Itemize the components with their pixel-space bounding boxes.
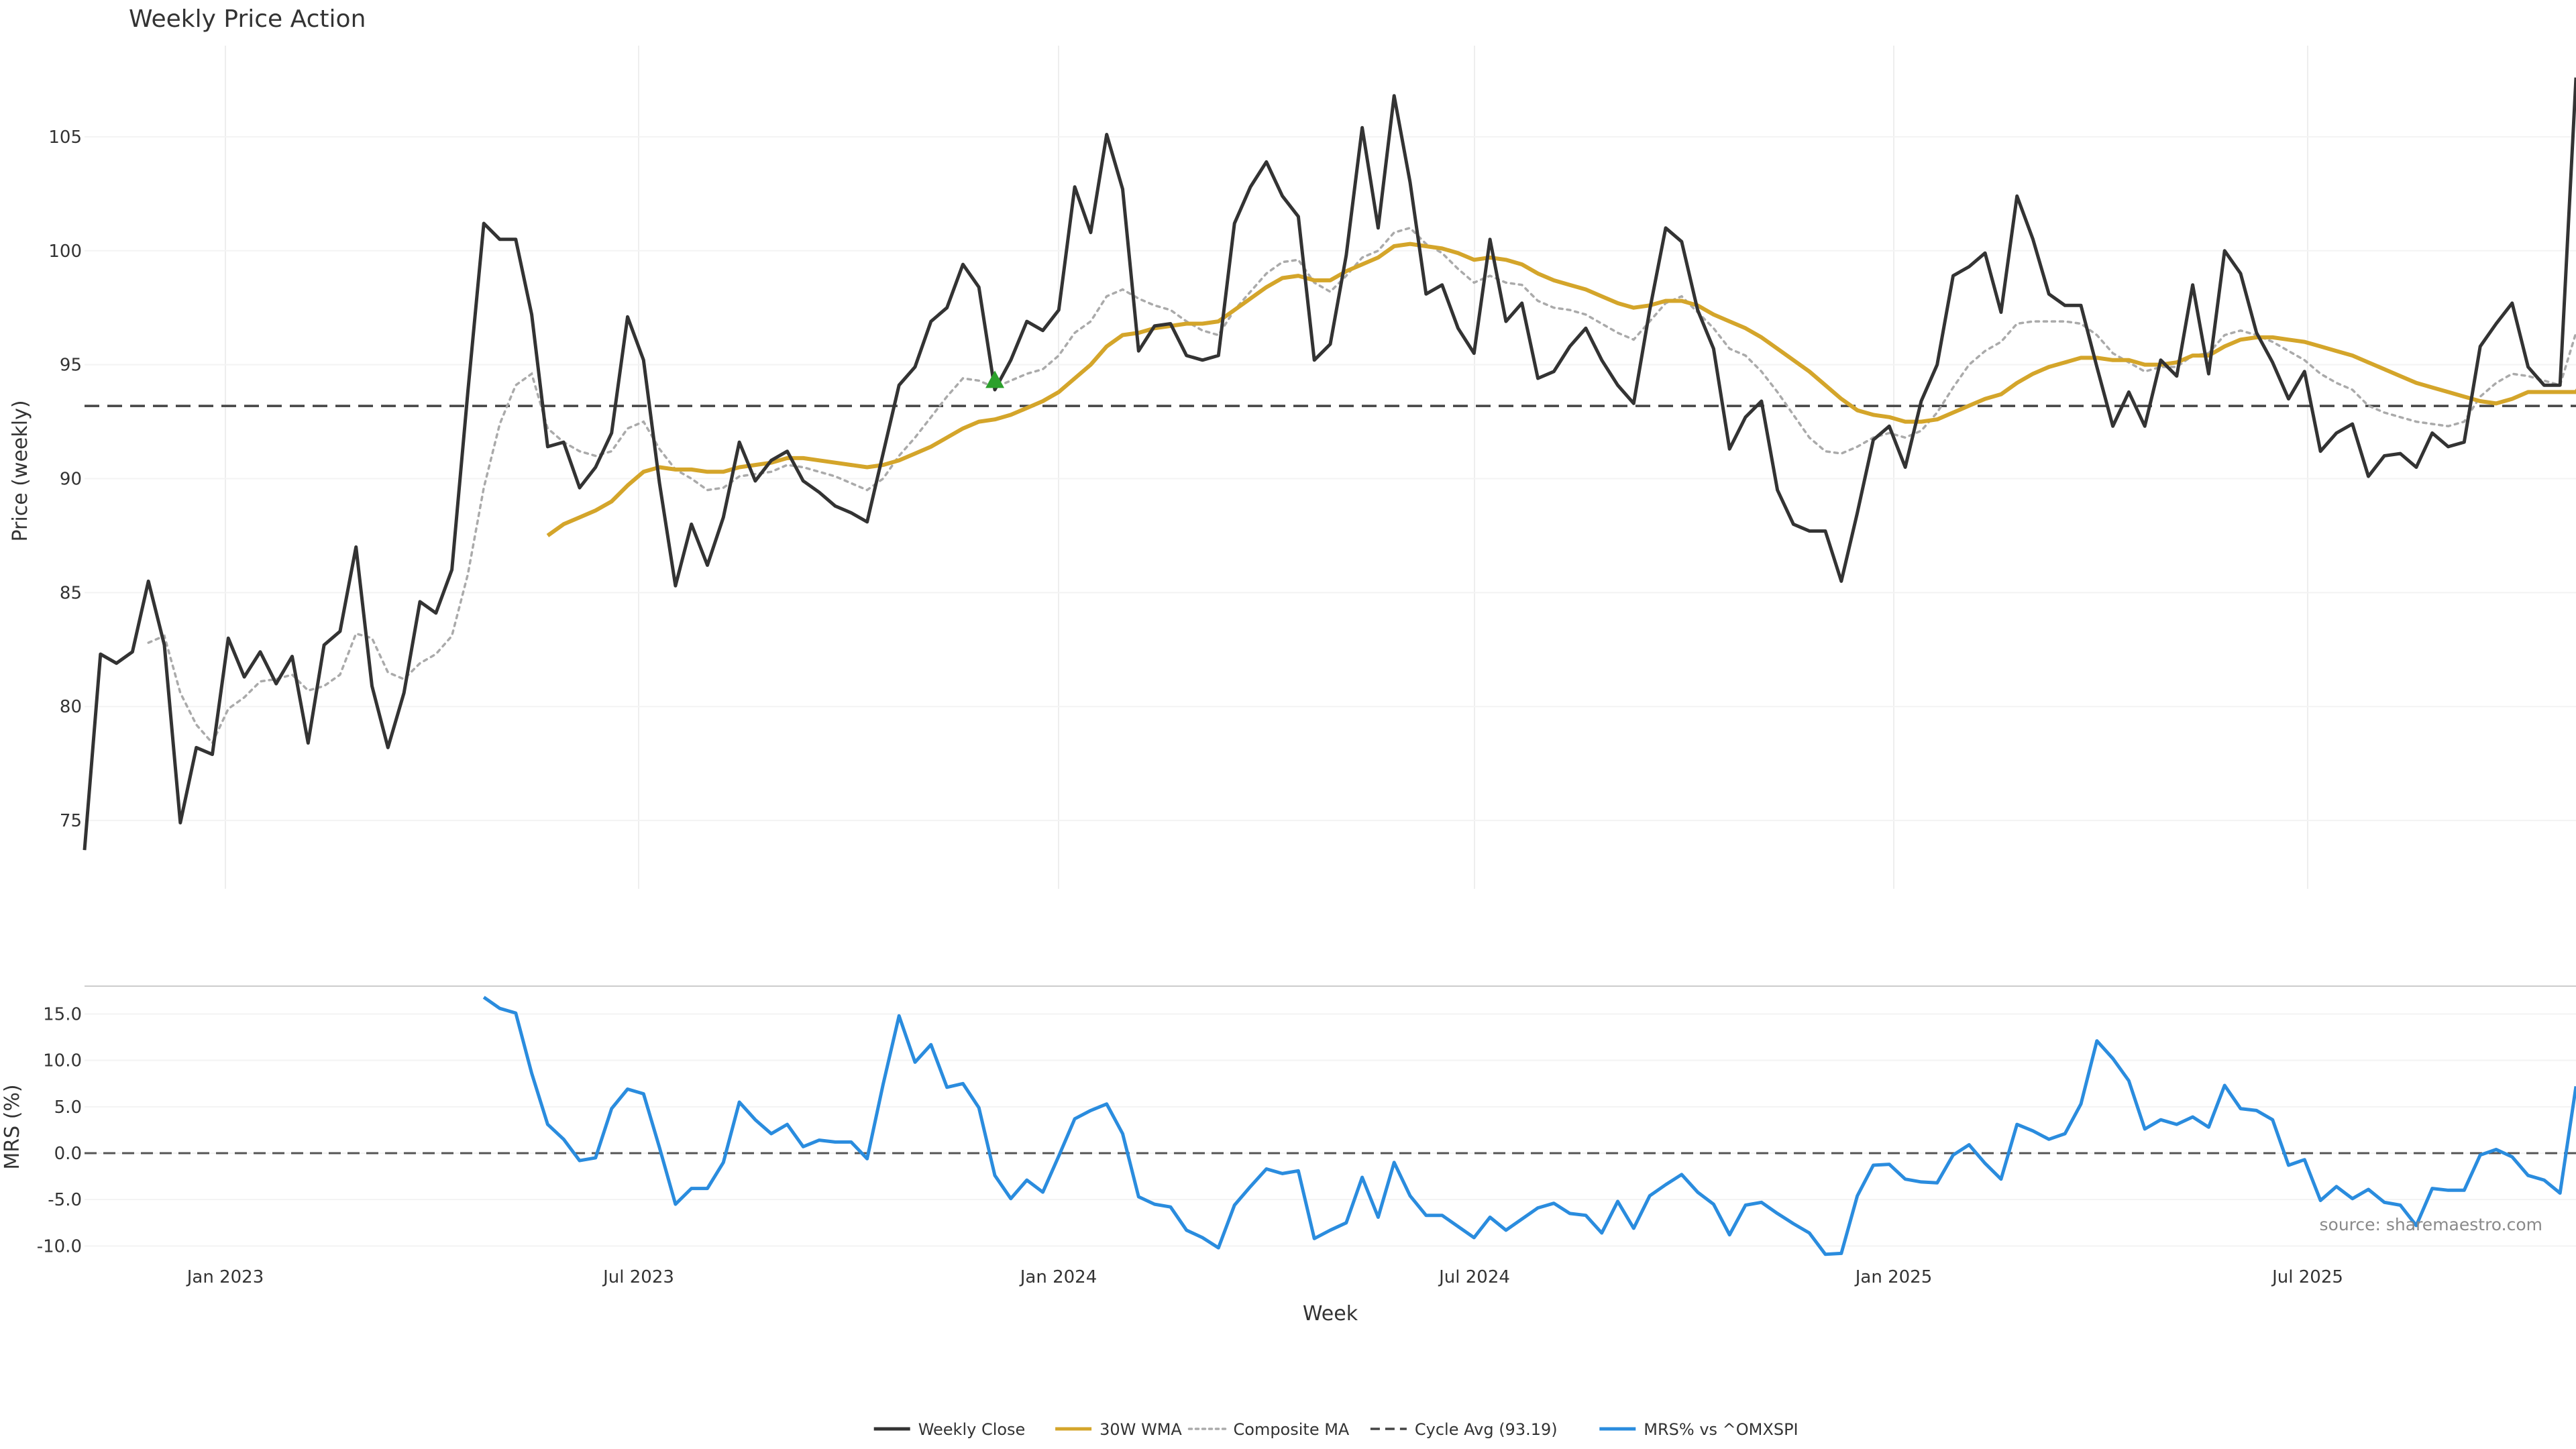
price-y-tick-labels: 75 80 85 90 95 100 105 [48, 127, 82, 831]
x-tick-label: Jul 2023 [602, 1267, 674, 1287]
mrs-y-tick-label: -5.0 [48, 1190, 82, 1210]
price-y-tick-label: 105 [48, 127, 82, 148]
mrs-y-tick-label: 0.0 [54, 1144, 82, 1164]
x-tick-label: Jan 2025 [1854, 1267, 1933, 1287]
x-tick-label: Jul 2024 [1438, 1267, 1510, 1287]
legend-label: 30W WMA [1099, 1420, 1182, 1439]
legend-label: Cycle Avg (93.19) [1415, 1420, 1558, 1439]
signal-triangle-marker [985, 370, 1005, 388]
mrs-y-tick-label: 15.0 [43, 1005, 82, 1025]
legend-label: Composite MA [1234, 1420, 1350, 1439]
x-tick-label: Jan 2023 [186, 1267, 264, 1287]
mrs-y-tick-labels: 15.0 10.0 5.0 0.0 -5.0 -10.0 [37, 1005, 82, 1257]
price-grid [85, 46, 2576, 889]
price-y-tick-label: 85 [60, 583, 82, 603]
series-composite-ma [147, 226, 2576, 745]
price-y-tick-label: 95 [60, 356, 82, 376]
legend-label: Weekly Close [918, 1420, 1026, 1439]
price-y-tick-label: 100 [48, 241, 82, 262]
x-axis-label: Week [1303, 1302, 1358, 1326]
chart-title: Weekly Price Action [129, 5, 366, 33]
series-mrs [482, 996, 2576, 1256]
legend: Weekly Close 30W WMA Composite MA Cycle Avg… [873, 1420, 1799, 1439]
legend-label: MRS% vs ^OMXSPI [1644, 1420, 1798, 1439]
mrs-y-axis-label: MRS (%) [1, 1084, 24, 1169]
series-30w-wma [546, 241, 2576, 537]
price-y-axis-label: Price (weekly) [9, 400, 32, 541]
mrs-y-tick-label: -10.0 [37, 1236, 82, 1256]
price-y-tick-label: 80 [60, 697, 82, 717]
price-y-tick-label: 75 [60, 811, 82, 831]
mrs-y-tick-label: 10.0 [43, 1051, 82, 1071]
x-tick-labels: Jan 2023 Jul 2023 Jan 2024 Jul 2024 Jan 2025… [186, 1267, 2343, 1287]
price-y-tick-label: 90 [60, 469, 82, 489]
series-weekly-close [83, 77, 2576, 851]
x-tick-label: Jul 2025 [2271, 1267, 2343, 1287]
x-tick-label: Jan 2024 [1019, 1267, 1097, 1287]
mrs-y-tick-label: 5.0 [54, 1097, 82, 1118]
source-note: source: sharemaestro.com [2320, 1215, 2543, 1234]
mrs-grid [85, 1013, 2576, 1247]
